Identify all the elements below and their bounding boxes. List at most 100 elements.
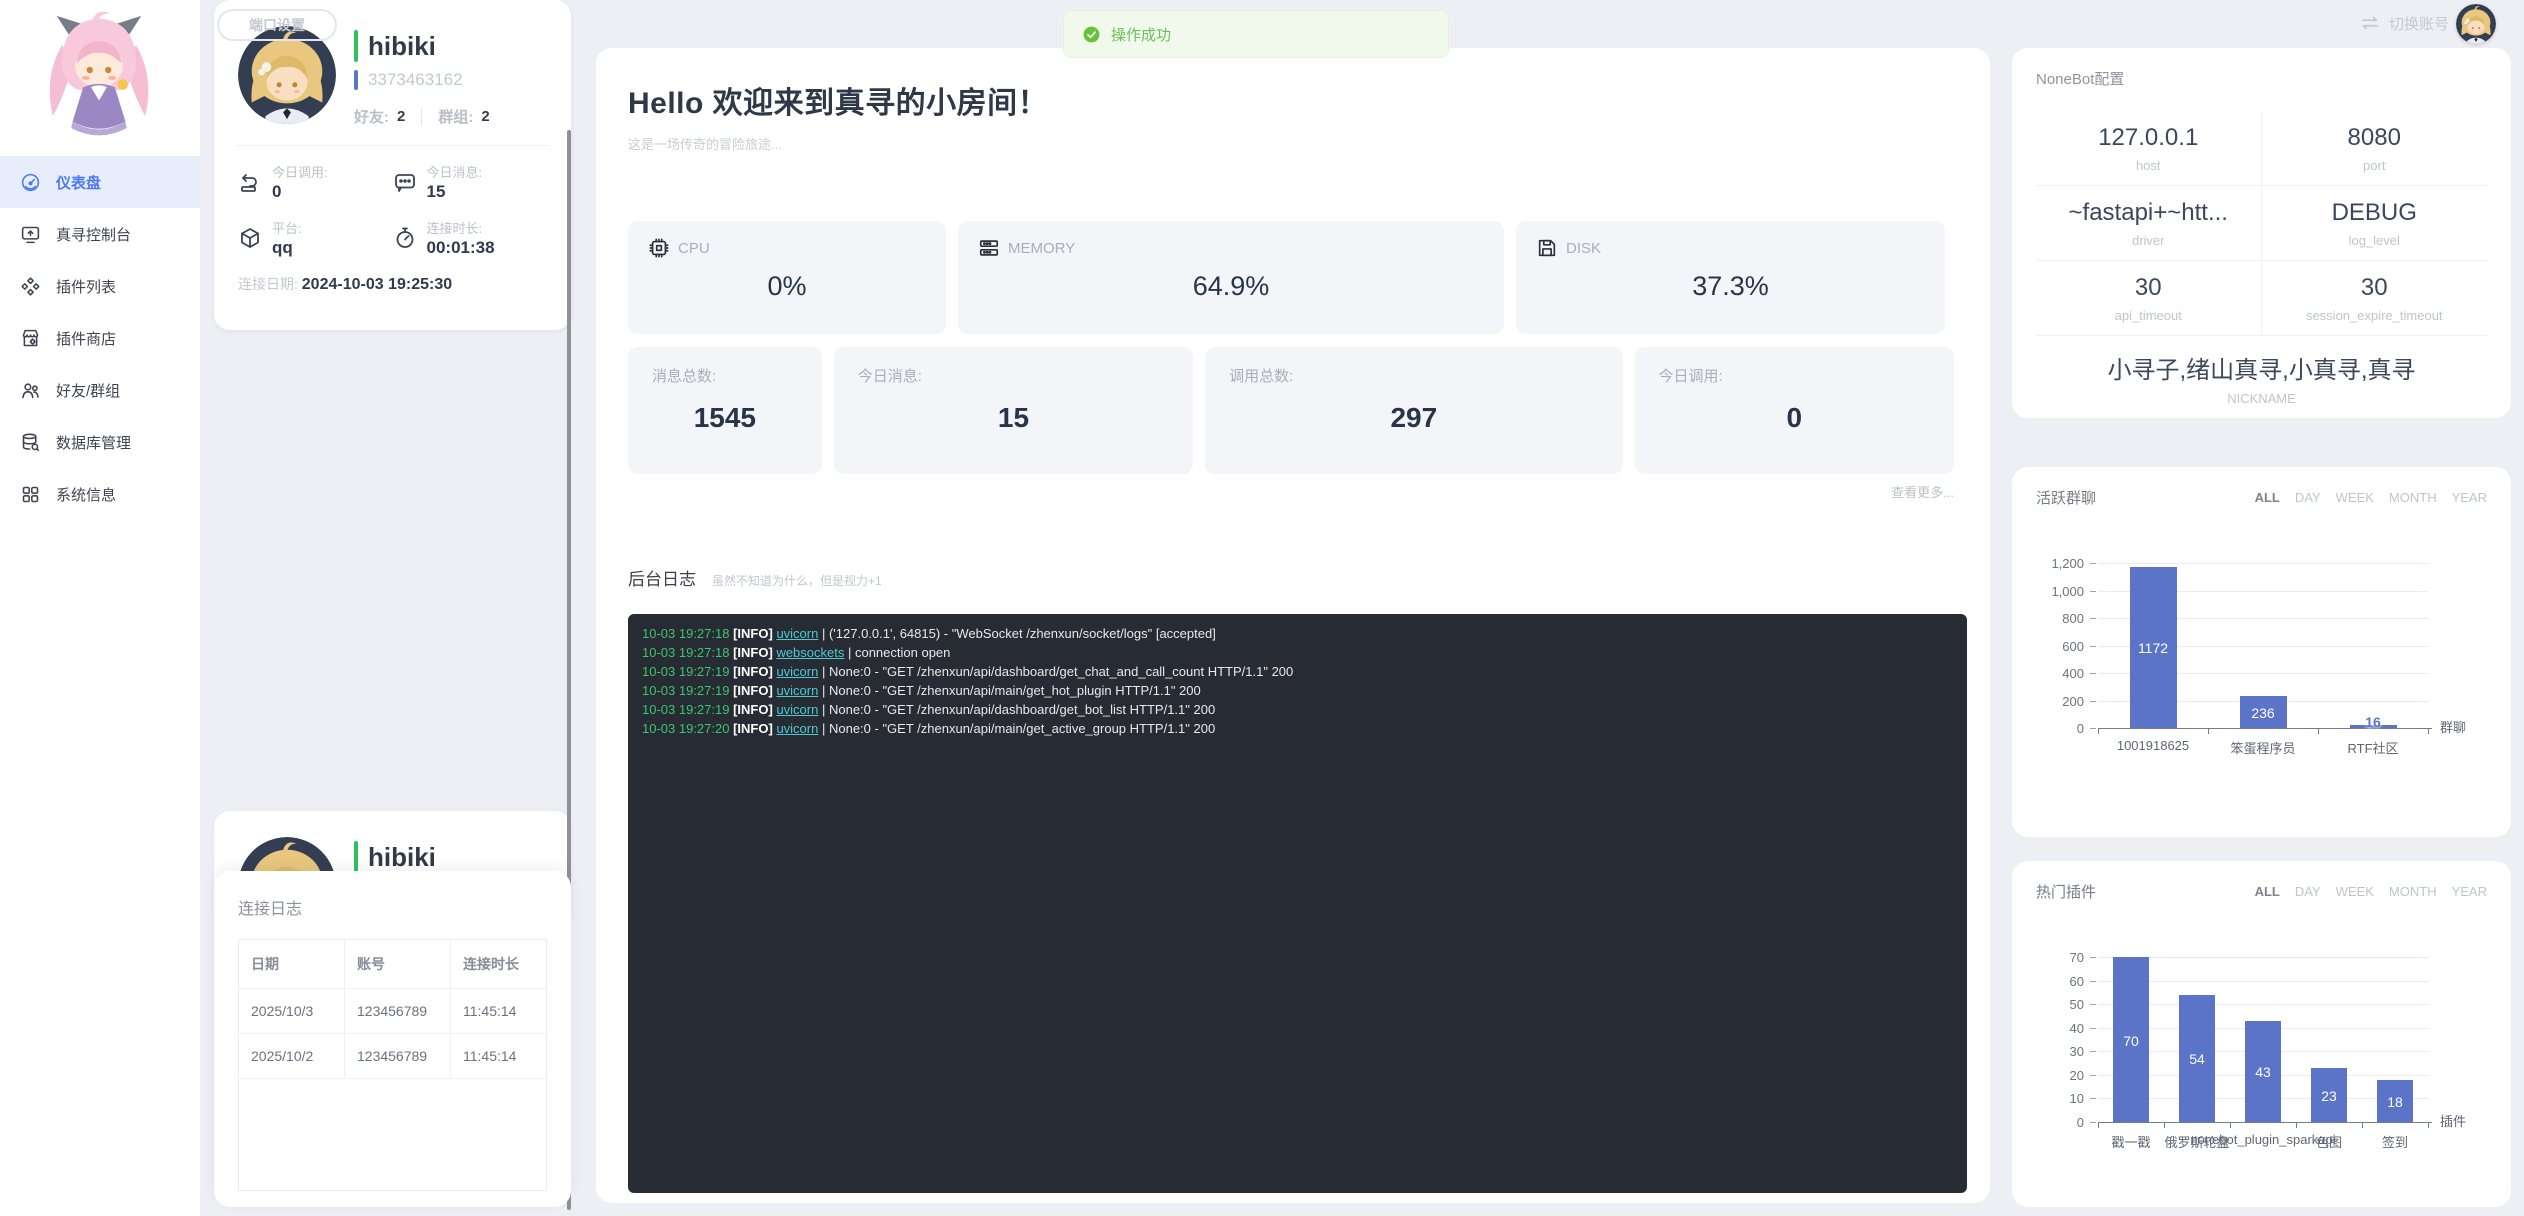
config-value: DEBUG: [2331, 199, 2417, 226]
chart-range-tab[interactable]: DAY: [2294, 490, 2321, 505]
log-source[interactable]: uvicorn: [776, 626, 819, 641]
sidebar-item-console[interactable]: 真寻控制台: [0, 208, 200, 260]
plugin-store-icon: [20, 328, 41, 349]
log-account-cell: 123456789: [345, 989, 451, 1034]
chart-range-tab[interactable]: ALL: [2254, 884, 2280, 899]
console-icon: [20, 224, 41, 245]
cpu-label: CPU: [678, 239, 710, 257]
sidebar-item-friends-groups[interactable]: 好友/群组: [0, 364, 200, 416]
count-stat-card: 调用总数: 297: [1205, 347, 1623, 474]
bot-list-scrollbar[interactable]: [567, 130, 571, 1210]
bot-name: hibiki: [368, 30, 436, 61]
switch-account-label: 切换账号: [2388, 15, 2449, 33]
log-console[interactable]: 10-03 19:27:18 [INFO] uvicorn | ('127.0.…: [628, 614, 1967, 1193]
log-time: 10-03 19:27:20: [642, 721, 730, 736]
database-icon: [20, 432, 41, 453]
bot-name: hibiki: [368, 841, 436, 872]
sidebar-item-system-info[interactable]: 系统信息: [0, 468, 200, 520]
config-label: api_timeout: [2114, 308, 2182, 323]
count-stat-value: 1545: [693, 402, 757, 433]
log-message: | None:0 - "GET /zhenxun/api/dashboard/g…: [821, 664, 1294, 679]
log-date-cell: 2025/10/2: [239, 1034, 345, 1079]
main-panel: Hello 欢迎来到真寻的小房间！ 这是一场传奇的冒险旅途... CPU 0% …: [596, 48, 1990, 1203]
log-message: | None:0 - "GET /zhenxun/api/dashboard/g…: [821, 702, 1216, 717]
nonebot-config-card: NoneBot配置 127.0.0.1 host 8080 port ~fast…: [2012, 48, 2511, 418]
connection-log-card: 连接日志 日期 账号 连接时长 2025/10/3 123456789 11:45:…: [214, 871, 571, 1207]
chart-range-tab[interactable]: MONTH: [2388, 490, 2437, 505]
connection-log-table: 日期 账号 连接时长 2025/10/3 123456789 11:45:14 20…: [238, 939, 547, 1191]
table-header-cell: 账号: [345, 940, 451, 989]
hot-plugins-title: 热门插件: [2036, 884, 2097, 901]
table-row: 2025/10/2 123456789 11:45:14: [239, 1034, 546, 1079]
nonebot-config-title: NoneBot配置: [2036, 71, 2125, 88]
config-label: session_expire_timeout: [2305, 308, 2443, 323]
chart-range-tab[interactable]: WEEK: [2335, 490, 2374, 505]
config-value: ~fastapi+~htt...: [2068, 199, 2228, 226]
memory-value: 64.9%: [1192, 271, 1270, 301]
sidebar-item-plugin-list[interactable]: 插件列表: [0, 260, 200, 312]
friends-label: 好友:: [354, 109, 389, 126]
log-source[interactable]: uvicorn: [776, 702, 819, 717]
groups-label: 群组:: [438, 109, 474, 126]
switch-account-button[interactable]: 切换账号: [2359, 12, 2449, 34]
sidebar-item-label: 真寻控制台: [56, 226, 132, 244]
system-stats-row: CPU 0% MEMORY 64.9% DISK 37.3%: [628, 221, 1954, 334]
sidebar-item-database[interactable]: 数据库管理: [0, 416, 200, 468]
online-indicator: [354, 30, 358, 62]
chart-range-tabs: ALL DAY WEEK MONTH YEAR: [2255, 490, 2487, 505]
config-grid: 127.0.0.1 host 8080 port ~fastapi+~htt..…: [2036, 111, 2487, 335]
config-field: 30 api_timeout: [2036, 261, 2262, 335]
config-field: DEBUG log_level: [2261, 186, 2487, 261]
cpu-stat-card: CPU 0%: [628, 221, 946, 334]
log-line: 10-03 19:27:20 [INFO] uvicorn | None:0 -…: [642, 719, 1953, 738]
config-value: 30: [2360, 274, 2388, 301]
log-line: 10-03 19:27:18 [INFO] websockets | conne…: [642, 643, 1953, 662]
log-time: 10-03 19:27:18: [642, 645, 730, 660]
sidebar-item-dashboard[interactable]: 仪表盘: [0, 156, 200, 208]
count-stat-card: 消息总数: 1545: [628, 347, 822, 474]
log-source[interactable]: uvicorn: [776, 721, 819, 736]
log-duration-cell: 11:45:14: [451, 1034, 546, 1079]
sidebar-item-plugin-store[interactable]: 插件商店: [0, 312, 200, 364]
count-stats-row: 消息总数: 1545 今日消息: 15 调用总数: 297 今日调用: 0: [628, 347, 1954, 474]
log-source[interactable]: uvicorn: [776, 664, 819, 679]
sidebar-item-label: 系统信息: [56, 486, 117, 504]
count-stat-label: 调用总数:: [1229, 368, 1294, 385]
log-account-cell: 123456789: [345, 1034, 451, 1079]
chart-range-tab[interactable]: ALL: [2254, 490, 2280, 505]
chart-range-tab[interactable]: YEAR: [2451, 884, 2487, 899]
log-message: | connection open: [847, 645, 951, 660]
today-messages-icon: [393, 170, 417, 194]
bot-list-panel: 在线小真寻 hibiki 3373463162 好友: 2: [209, 0, 573, 1216]
online-indicator: [354, 841, 358, 873]
port-settings-button[interactable]: 端口设置: [217, 9, 337, 41]
chart-range-tab[interactable]: DAY: [2294, 884, 2321, 899]
config-value: 30: [2134, 274, 2162, 301]
count-stat-card: 今日消息: 15: [833, 347, 1194, 474]
chart-range-tab[interactable]: MONTH: [2388, 884, 2437, 899]
chart-range-tab[interactable]: YEAR: [2451, 490, 2487, 505]
platform-icon: [238, 226, 262, 250]
log-level: [INFO]: [733, 664, 773, 679]
memory-stat-card: MEMORY 64.9%: [958, 221, 1504, 334]
chart-range-tab[interactable]: WEEK: [2335, 884, 2374, 899]
count-stat-label: 今日调用:: [1658, 368, 1723, 385]
backend-logs-title: 后台日志: [628, 570, 696, 589]
disk-value: 37.3%: [1692, 271, 1769, 301]
table-body: 2025/10/3 123456789 11:45:14 2025/10/2 1…: [239, 989, 546, 1079]
user-avatar[interactable]: [2456, 4, 2496, 44]
view-more-link[interactable]: 查看更多...: [1891, 485, 1954, 500]
log-source[interactable]: uvicorn: [776, 683, 819, 698]
hot-plugins-card: 热门插件 ALL DAY WEEK MONTH YEAR 0 10 20 30 40 50 60 70…: [2012, 861, 2511, 1207]
log-source[interactable]: websockets: [776, 645, 845, 660]
config-field: 127.0.0.1 host: [2036, 111, 2262, 186]
sidebar: 仪表盘 真寻控制台 插件列表 插件商店 好友/群组 数据库管理 系统信息: [0, 0, 200, 1216]
disk-stat-card: DISK 37.3%: [1516, 221, 1945, 334]
today-messages-value: 15: [426, 182, 446, 201]
today-calls-label: 今日调用:: [272, 165, 328, 180]
log-level: [INFO]: [733, 645, 773, 660]
active-groups-title: 活跃群聊: [2036, 490, 2097, 507]
log-message: | None:0 - "GET /zhenxun/api/main/get_ho…: [821, 683, 1201, 698]
log-duration-cell: 11:45:14: [451, 989, 546, 1034]
bot-card[interactable]: hibiki 3373463162 好友: 2 群组: 2: [214, 0, 571, 330]
